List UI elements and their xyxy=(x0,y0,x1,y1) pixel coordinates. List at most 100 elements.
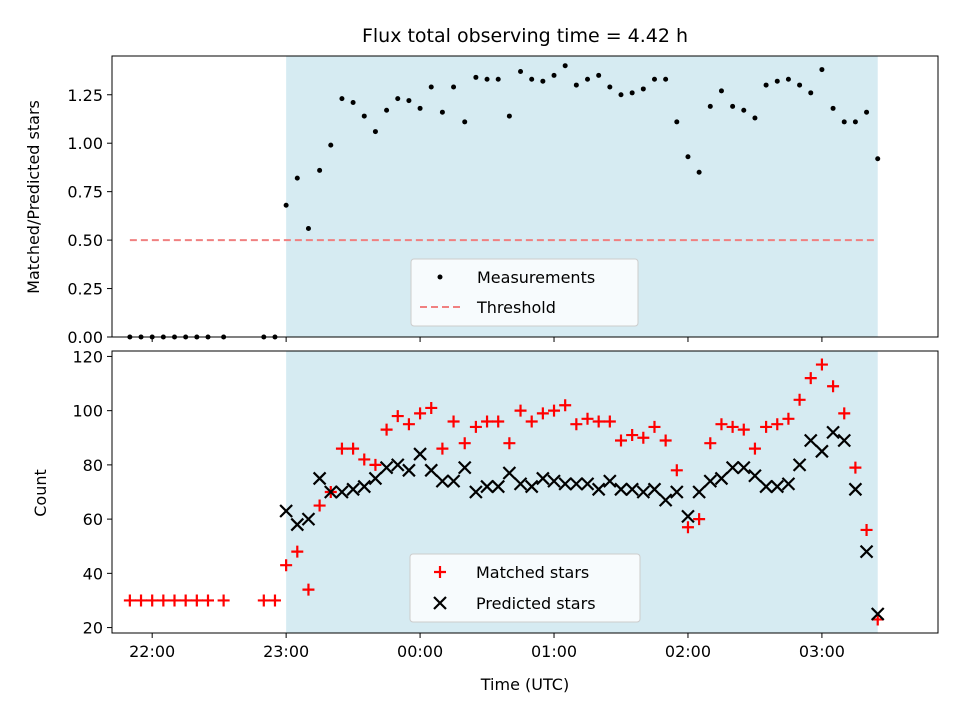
matched-star-point xyxy=(782,412,795,425)
matched-star-point xyxy=(146,594,159,607)
predicted-star-point xyxy=(759,479,773,494)
matched-star-point xyxy=(391,410,404,423)
measurement-point xyxy=(774,78,780,84)
matched-star-point xyxy=(536,407,549,420)
predicted-star-point xyxy=(446,474,461,488)
measurement-point xyxy=(562,63,568,69)
predicted-star-point xyxy=(625,482,639,497)
predicted-star-point xyxy=(469,485,483,499)
predicted-star-point xyxy=(480,479,494,494)
predicted-star-point xyxy=(781,477,796,491)
x-tick-label: 02:00 xyxy=(665,642,711,661)
predicted-star-point xyxy=(335,485,349,499)
measurement-point xyxy=(707,103,713,109)
measurement-point xyxy=(540,78,546,84)
predicted-star-point xyxy=(513,477,528,491)
ratio-y-axis-label: Matched/Predicted stars xyxy=(24,100,43,294)
x-tick-label: 23:00 xyxy=(263,642,309,661)
predicted-star-point xyxy=(658,493,673,507)
predicted-star-point xyxy=(502,466,517,480)
count-legend: Matched stars Predicted stars xyxy=(409,553,641,623)
matched-star-point xyxy=(135,594,148,607)
count-legend-box xyxy=(409,553,641,623)
ratio-panel-frame xyxy=(111,55,939,338)
matched-star-point xyxy=(469,420,482,433)
predicted-star-point xyxy=(748,468,762,483)
predicted-star-point xyxy=(491,479,505,494)
legend-matched-label: Matched stars xyxy=(476,563,589,582)
y-tick-label: 1.00 xyxy=(67,134,103,153)
measurement-point xyxy=(428,84,434,90)
predicted-star-point xyxy=(312,471,327,486)
y-tick-label: 40 xyxy=(83,564,103,583)
matched-star-point xyxy=(335,442,348,455)
predicted-star-point xyxy=(647,482,662,497)
measurement-point xyxy=(305,225,311,231)
chart-title: Flux total observing time = 4.42 h xyxy=(362,25,688,47)
measurement-point xyxy=(852,119,858,125)
matched-star-point xyxy=(748,442,761,455)
predicted-star-point xyxy=(435,474,450,488)
legend-measurements-marker xyxy=(437,274,443,280)
count-panel: 20 40 60 80 100 120 22:00 23:00 00:00 01:00 02:00… xyxy=(31,347,939,694)
y-tick-label: 80 xyxy=(83,456,103,475)
matched-star-point xyxy=(548,404,561,417)
matched-star-point xyxy=(123,594,136,607)
matched-star-point xyxy=(503,437,516,450)
measurement-point xyxy=(506,113,512,119)
matched-star-point xyxy=(201,594,214,607)
predicted-star-point xyxy=(614,482,628,497)
matched-star-point xyxy=(481,415,494,428)
matched-star-point xyxy=(815,358,828,371)
predicted-star-point xyxy=(524,479,539,494)
measurement-point xyxy=(763,82,769,88)
measurement-point xyxy=(317,167,323,173)
y-tick-label: 0.00 xyxy=(67,328,103,347)
measurement-point xyxy=(484,76,490,82)
legend-matched-marker xyxy=(434,566,446,578)
count-panel-frame xyxy=(111,350,939,634)
measurement-point xyxy=(294,175,300,181)
matched-star-point xyxy=(737,423,750,436)
matched-star-point xyxy=(514,404,527,417)
matched-star-point xyxy=(670,464,683,477)
matched-star-point xyxy=(715,418,728,431)
x-tick-label: 03:00 xyxy=(799,642,845,661)
predicted-star-point xyxy=(346,482,360,497)
matched-star-point xyxy=(458,437,471,450)
legend-predicted-label: Predicted stars xyxy=(476,594,596,613)
predicted-star-point xyxy=(859,544,874,559)
predicted-star-point xyxy=(703,474,718,488)
measurement-point xyxy=(384,107,390,113)
predicted-star-point xyxy=(402,463,416,478)
predicted-star-point xyxy=(826,425,840,440)
measurement-point xyxy=(741,107,747,113)
measurement-point xyxy=(730,103,736,109)
measurement-point xyxy=(785,76,791,82)
matched-star-point xyxy=(760,420,773,433)
measurement-point xyxy=(651,76,657,82)
matched-star-point xyxy=(704,437,717,450)
matched-star-point xyxy=(581,412,594,425)
measurement-point xyxy=(797,82,803,88)
matched-star-point xyxy=(358,453,371,466)
x-tick-label: 01:00 xyxy=(531,642,577,661)
matched-star-point xyxy=(492,415,505,428)
measurement-point xyxy=(339,96,345,102)
y-tick-label: 1.25 xyxy=(67,86,103,105)
matched-star-point xyxy=(648,420,661,433)
predicted-star-point xyxy=(536,471,550,486)
predicted-star-point xyxy=(837,433,852,448)
measurement-point xyxy=(518,69,524,75)
matched-star-point xyxy=(603,415,616,428)
matched-star-point xyxy=(257,594,270,607)
matched-star-point xyxy=(793,393,806,406)
measurement-point xyxy=(551,72,557,78)
matched-star-point xyxy=(291,545,304,558)
count-y-ticks: 20 40 60 80 100 120 xyxy=(72,347,112,638)
predicted-star-point xyxy=(547,474,561,488)
matched-star-point xyxy=(402,418,415,431)
measurement-point xyxy=(819,67,825,73)
matched-stars-points xyxy=(123,358,884,626)
